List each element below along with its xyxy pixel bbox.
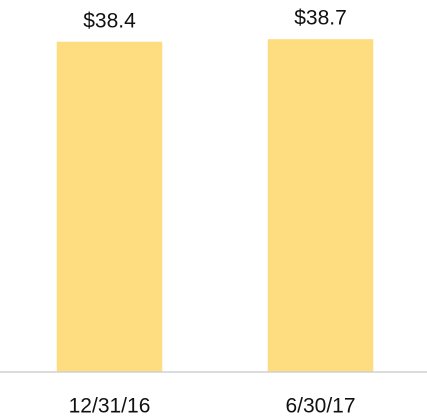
value-label: $38.4 [83, 9, 136, 32]
value-label: $38.7 [294, 7, 347, 30]
bar [56, 41, 163, 372]
x-tick-label: 6/30/17 [285, 395, 355, 418]
x-tick-label: 12/31/16 [69, 395, 151, 418]
bar [267, 39, 374, 373]
